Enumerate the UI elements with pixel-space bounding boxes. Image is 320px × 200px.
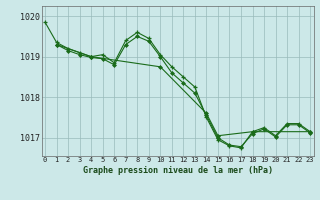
X-axis label: Graphe pression niveau de la mer (hPa): Graphe pression niveau de la mer (hPa): [83, 166, 273, 175]
